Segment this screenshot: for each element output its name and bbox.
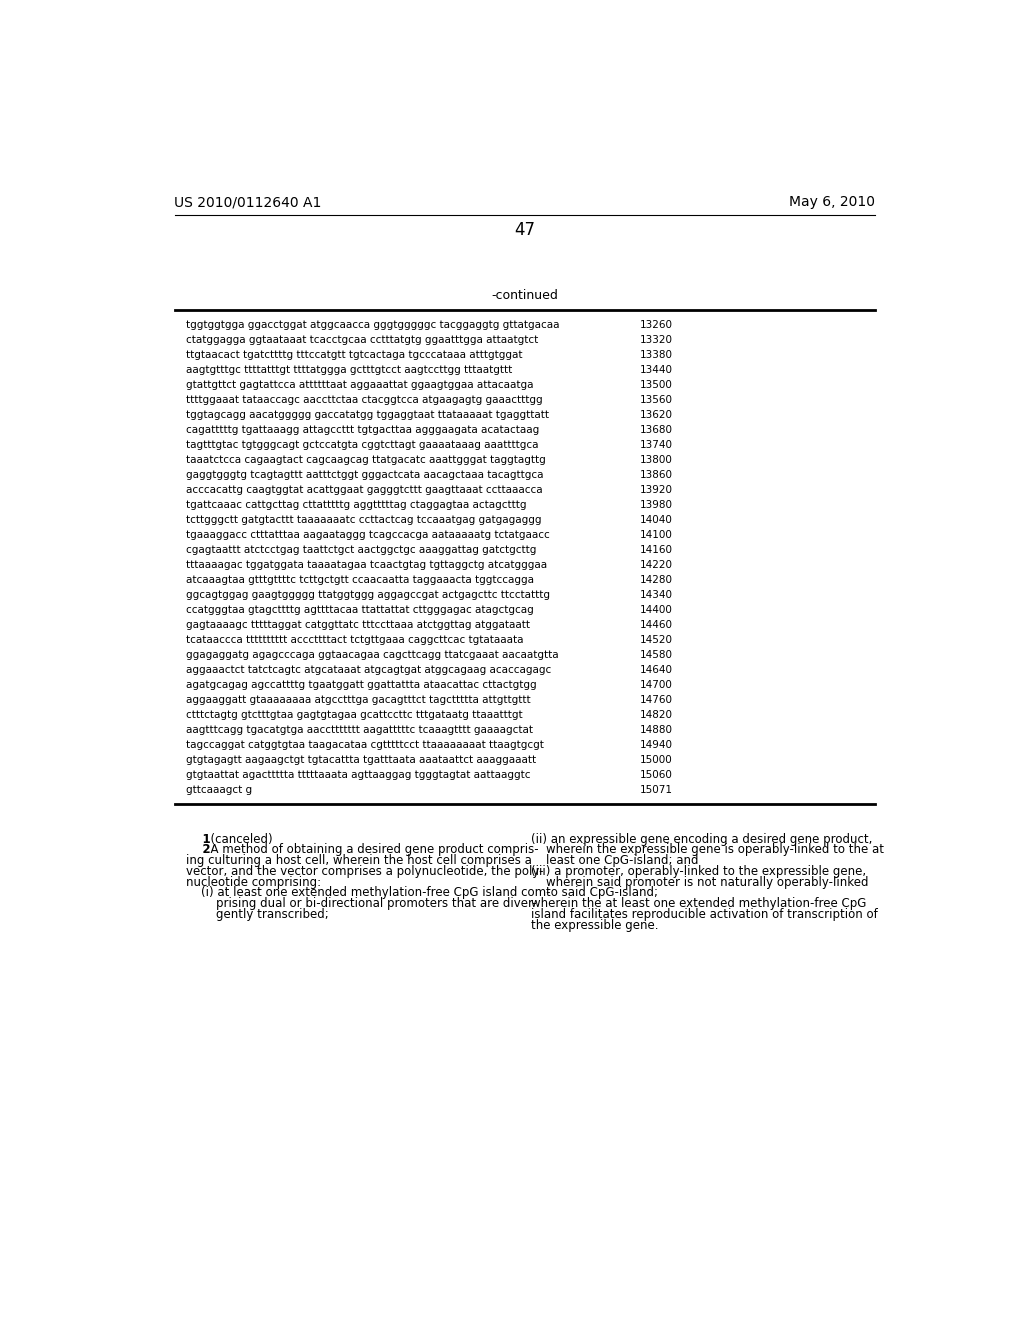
Text: ggcagtggag gaagtggggg ttatggtggg aggagccgat actgagcttc ttcctatttg: ggcagtggag gaagtggggg ttatggtggg aggagcc… xyxy=(186,590,550,601)
Text: 14940: 14940 xyxy=(640,741,673,750)
Text: 15071: 15071 xyxy=(640,785,673,795)
Text: tcataaccca tttttttttt acccttttact tctgttgaaa caggcttcac tgtataaata: tcataaccca tttttttttt acccttttact tctgtt… xyxy=(186,635,523,645)
Text: 13380: 13380 xyxy=(640,350,673,360)
Text: to said CpG-island;: to said CpG-island; xyxy=(531,887,658,899)
Text: gently transcribed;: gently transcribed; xyxy=(186,908,329,921)
Text: atcaaagtaa gtttgttttc tcttgctgtt ccaacaatta taggaaacta tggtccagga: atcaaagtaa gtttgttttc tcttgctgtt ccaacaa… xyxy=(186,576,535,585)
Text: 14400: 14400 xyxy=(640,605,673,615)
Text: May 6, 2010: May 6, 2010 xyxy=(790,195,876,209)
Text: 13560: 13560 xyxy=(640,395,673,405)
Text: ing culturing a host cell, wherein the host cell comprises a: ing culturing a host cell, wherein the h… xyxy=(186,854,532,867)
Text: 13320: 13320 xyxy=(640,335,673,345)
Text: least one CpG-island; and: least one CpG-island; and xyxy=(531,854,698,867)
Text: 14580: 14580 xyxy=(640,651,673,660)
Text: ggagaggatg agagcccaga ggtaacagaa cagcttcagg ttatcgaaat aacaatgtta: ggagaggatg agagcccaga ggtaacagaa cagcttc… xyxy=(186,651,559,660)
Text: 13680: 13680 xyxy=(640,425,673,434)
Text: -continued: -continued xyxy=(492,289,558,302)
Text: aagtttcagg tgacatgtga aaccttttttt aagatttttc tcaaagtttt gaaaagctat: aagtttcagg tgacatgtga aaccttttttt aagatt… xyxy=(186,725,534,735)
Text: 13260: 13260 xyxy=(640,319,673,330)
Text: tgaaaggacc ctttatttaa aagaataggg tcagccacga aataaaaatg tctatgaacc: tgaaaggacc ctttatttaa aagaataggg tcagcca… xyxy=(186,531,550,540)
Text: 14280: 14280 xyxy=(640,576,673,585)
Text: 14220: 14220 xyxy=(640,560,673,570)
Text: tggtagcagg aacatggggg gaccatatgg tggaggtaat ttataaaaat tgaggttatt: tggtagcagg aacatggggg gaccatatgg tggaggt… xyxy=(186,411,549,420)
Text: 14040: 14040 xyxy=(640,515,673,525)
Text: 14340: 14340 xyxy=(640,590,673,601)
Text: acccacattg caagtggtat acattggaat gagggtcttt gaagttaaat ccttaaacca: acccacattg caagtggtat acattggaat gagggtc… xyxy=(186,484,543,495)
Text: 13980: 13980 xyxy=(640,500,673,510)
Text: the expressible gene.: the expressible gene. xyxy=(531,919,658,932)
Text: agatgcagag agccattttg tgaatggatt ggattattta ataacattac cttactgtgg: agatgcagag agccattttg tgaatggatt ggattat… xyxy=(186,680,537,690)
Text: 13860: 13860 xyxy=(640,470,673,480)
Text: 15000: 15000 xyxy=(640,755,672,766)
Text: ctttctagtg gtctttgtaa gagtgtagaa gcattccttc tttgataatg ttaaatttgt: ctttctagtg gtctttgtaa gagtgtagaa gcattcc… xyxy=(186,710,522,721)
Text: wherein the expressible gene is operably-linked to the at: wherein the expressible gene is operably… xyxy=(531,843,884,857)
Text: cagatttttg tgattaaagg attagccttt tgtgacttaa agggaagata acatactaag: cagatttttg tgattaaagg attagccttt tgtgact… xyxy=(186,425,540,434)
Text: gttcaaagct g: gttcaaagct g xyxy=(186,785,252,795)
Text: . (canceled): . (canceled) xyxy=(203,833,272,846)
Text: ccatgggtaa gtagcttttg agttttacaa ttattattat cttgggagac atagctgcag: ccatgggtaa gtagcttttg agttttacaa ttattat… xyxy=(186,605,534,615)
Text: tttaaaagac tggatggata taaaatagaa tcaactgtag tgttaggctg atcatgggaa: tttaaaagac tggatggata taaaatagaa tcaactg… xyxy=(186,560,547,570)
Text: 13920: 13920 xyxy=(640,484,673,495)
Text: 14820: 14820 xyxy=(640,710,673,721)
Text: 13800: 13800 xyxy=(640,455,673,465)
Text: 14880: 14880 xyxy=(640,725,673,735)
Text: ttttggaaat tataaccagc aaccttctaa ctacggtcca atgaagagtg gaaactttgg: ttttggaaat tataaccagc aaccttctaa ctacggt… xyxy=(186,395,543,405)
Text: 13440: 13440 xyxy=(640,364,673,375)
Text: aggaaggatt gtaaaaaaaa atgcctttga gacagtttct tagcttttta attgttgttt: aggaaggatt gtaaaaaaaa atgcctttga gacagtt… xyxy=(186,696,530,705)
Text: tagtttgtac tgtgggcagt gctccatgta cggtcttagt gaaaataaag aaattttgca: tagtttgtac tgtgggcagt gctccatgta cggtctt… xyxy=(186,440,539,450)
Text: gagtaaaagc tttttaggat catggttatc tttccttaaa atctggttag atggataatt: gagtaaaagc tttttaggat catggttatc tttcctt… xyxy=(186,620,530,630)
Text: 15060: 15060 xyxy=(640,771,673,780)
Text: US 2010/0112640 A1: US 2010/0112640 A1 xyxy=(174,195,322,209)
Text: gaggtgggtg tcagtagttt aatttctggt gggactcata aacagctaaa tacagttgca: gaggtgggtg tcagtagttt aatttctggt gggactc… xyxy=(186,470,544,480)
Text: (ii) an expressible gene encoding a desired gene product,: (ii) an expressible gene encoding a desi… xyxy=(531,833,872,846)
Text: 47: 47 xyxy=(514,222,536,239)
Text: 13740: 13740 xyxy=(640,440,673,450)
Text: island facilitates reproducible activation of transcription of: island facilitates reproducible activati… xyxy=(531,908,878,921)
Text: gtgtagagtt aagaagctgt tgtacattta tgatttaata aaataattct aaaggaaatt: gtgtagagtt aagaagctgt tgtacattta tgattta… xyxy=(186,755,537,766)
Text: 1: 1 xyxy=(186,833,211,846)
Text: prising dual or bi-directional promoters that are diver-: prising dual or bi-directional promoters… xyxy=(186,898,537,911)
Text: nucleotide comprising:: nucleotide comprising: xyxy=(186,875,322,888)
Text: 13500: 13500 xyxy=(640,380,673,389)
Text: tggtggtgga ggacctggat atggcaacca gggtgggggc tacggaggtg gttatgacaa: tggtggtgga ggacctggat atggcaacca gggtggg… xyxy=(186,319,560,330)
Text: aggaaactct tatctcagtc atgcataaat atgcagtgat atggcagaag acaccagagc: aggaaactct tatctcagtc atgcataaat atgcagt… xyxy=(186,665,551,675)
Text: ctatggagga ggtaataaat tcacctgcaa cctttatgtg ggaatttgga attaatgtct: ctatggagga ggtaataaat tcacctgcaa cctttat… xyxy=(186,335,539,345)
Text: 14760: 14760 xyxy=(640,696,673,705)
Text: 2: 2 xyxy=(186,843,211,857)
Text: taaatctcca cagaagtact cagcaagcag ttatgacatc aaattgggat taggtagttg: taaatctcca cagaagtact cagcaagcag ttatgac… xyxy=(186,455,546,465)
Text: tgattcaaac cattgcttag cttatttttg aggtttttag ctaggagtaa actagctttg: tgattcaaac cattgcttag cttatttttg aggtttt… xyxy=(186,500,526,510)
Text: (i) at least one extended methylation-free CpG island com-: (i) at least one extended methylation-fr… xyxy=(186,887,551,899)
Text: 14640: 14640 xyxy=(640,665,673,675)
Text: . A method of obtaining a desired gene product compris-: . A method of obtaining a desired gene p… xyxy=(203,843,539,857)
Text: tcttgggctt gatgtacttt taaaaaaatc ccttactcag tccaaatgag gatgagaggg: tcttgggctt gatgtacttt taaaaaaatc ccttact… xyxy=(186,515,542,525)
Text: 14520: 14520 xyxy=(640,635,673,645)
Text: ttgtaacact tgatcttttg tttccatgtt tgtcactaga tgcccataaa atttgtggat: ttgtaacact tgatcttttg tttccatgtt tgtcact… xyxy=(186,350,522,360)
Text: 14460: 14460 xyxy=(640,620,673,630)
Text: cgagtaattt atctcctgag taattctgct aactggctgc aaaggattag gatctgcttg: cgagtaattt atctcctgag taattctgct aactggc… xyxy=(186,545,537,554)
Text: vector, and the vector comprises a polynucleotide, the poly-: vector, and the vector comprises a polyn… xyxy=(186,865,544,878)
Text: (iii) a promoter, operably-linked to the expressible gene,: (iii) a promoter, operably-linked to the… xyxy=(531,865,866,878)
Text: gtgtaattat agacttttta tttttaaata agttaaggag tgggtagtat aattaaggtc: gtgtaattat agacttttta tttttaaata agttaag… xyxy=(186,771,530,780)
Text: aagtgtttgc ttttatttgt ttttatggga gctttgtcct aagtccttgg tttaatgttt: aagtgtttgc ttttatttgt ttttatggga gctttgt… xyxy=(186,364,512,375)
Text: 14700: 14700 xyxy=(640,680,673,690)
Text: gtattgttct gagtattcca attttttaat aggaaattat ggaagtggaa attacaatga: gtattgttct gagtattcca attttttaat aggaaat… xyxy=(186,380,534,389)
Text: wherein the at least one extended methylation-free CpG: wherein the at least one extended methyl… xyxy=(531,898,866,911)
Text: 14160: 14160 xyxy=(640,545,673,554)
Text: wherein said promoter is not naturally operably-linked: wherein said promoter is not naturally o… xyxy=(531,875,868,888)
Text: 13620: 13620 xyxy=(640,411,673,420)
Text: tagccaggat catggtgtaa taagacataa cgtttttcct ttaaaaaaaat ttaagtgcgt: tagccaggat catggtgtaa taagacataa cgttttt… xyxy=(186,741,544,750)
Text: 14100: 14100 xyxy=(640,531,673,540)
